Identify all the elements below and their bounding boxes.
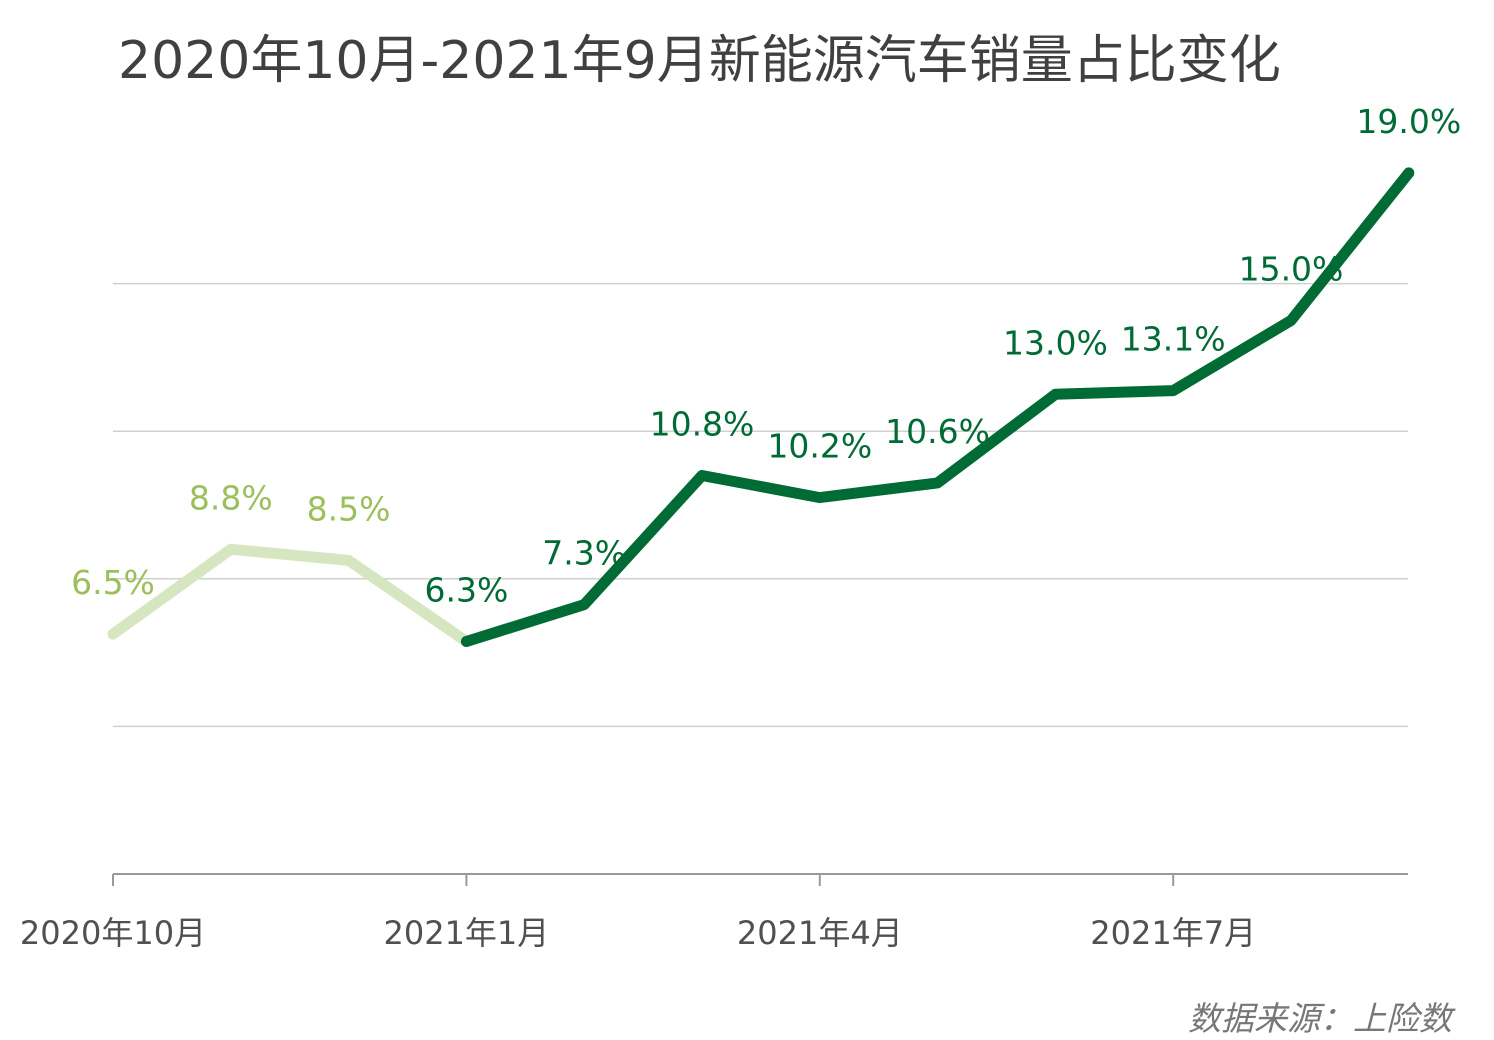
data-label: 10.8% bbox=[650, 404, 755, 443]
data-label: 10.6% bbox=[885, 412, 990, 451]
x-axis: 2020年10月 2021年1月 2021年4月 2021年7月 bbox=[20, 873, 1408, 952]
data-label: 13.1% bbox=[1121, 320, 1226, 359]
data-label: 6.3% bbox=[424, 571, 508, 610]
series-lines bbox=[107, 167, 1415, 647]
x-tick-label: 2020年10月 bbox=[20, 914, 206, 952]
data-label: 15.0% bbox=[1239, 250, 1344, 289]
data-label: 19.0% bbox=[1356, 102, 1461, 141]
data-label: 6.5% bbox=[71, 563, 155, 602]
data-label: 8.8% bbox=[189, 478, 273, 517]
series-line-2021 bbox=[460, 167, 1415, 647]
x-tick-label: 2021年4月 bbox=[737, 914, 903, 952]
series-line-2020 bbox=[107, 543, 472, 647]
data-label: 13.0% bbox=[1003, 323, 1108, 362]
x-tick-label: 2021年7月 bbox=[1090, 914, 1256, 952]
gridlines bbox=[113, 282, 1408, 728]
source-note: 数据来源：上险数 bbox=[1188, 999, 1456, 1038]
data-label: 8.5% bbox=[307, 489, 391, 528]
chart-title: 2020年10月-2021年9月新能源汽车销量占比变化 bbox=[118, 31, 1281, 91]
data-labels: 6.5% 8.8% 8.5% 6.3% 7.3% 10.8% 10.2% 10.6% 13.0%… bbox=[71, 102, 1461, 610]
x-tick-label: 2021年1月 bbox=[383, 914, 549, 952]
data-label: 7.3% bbox=[542, 534, 626, 573]
data-label: 10.2% bbox=[767, 427, 872, 466]
